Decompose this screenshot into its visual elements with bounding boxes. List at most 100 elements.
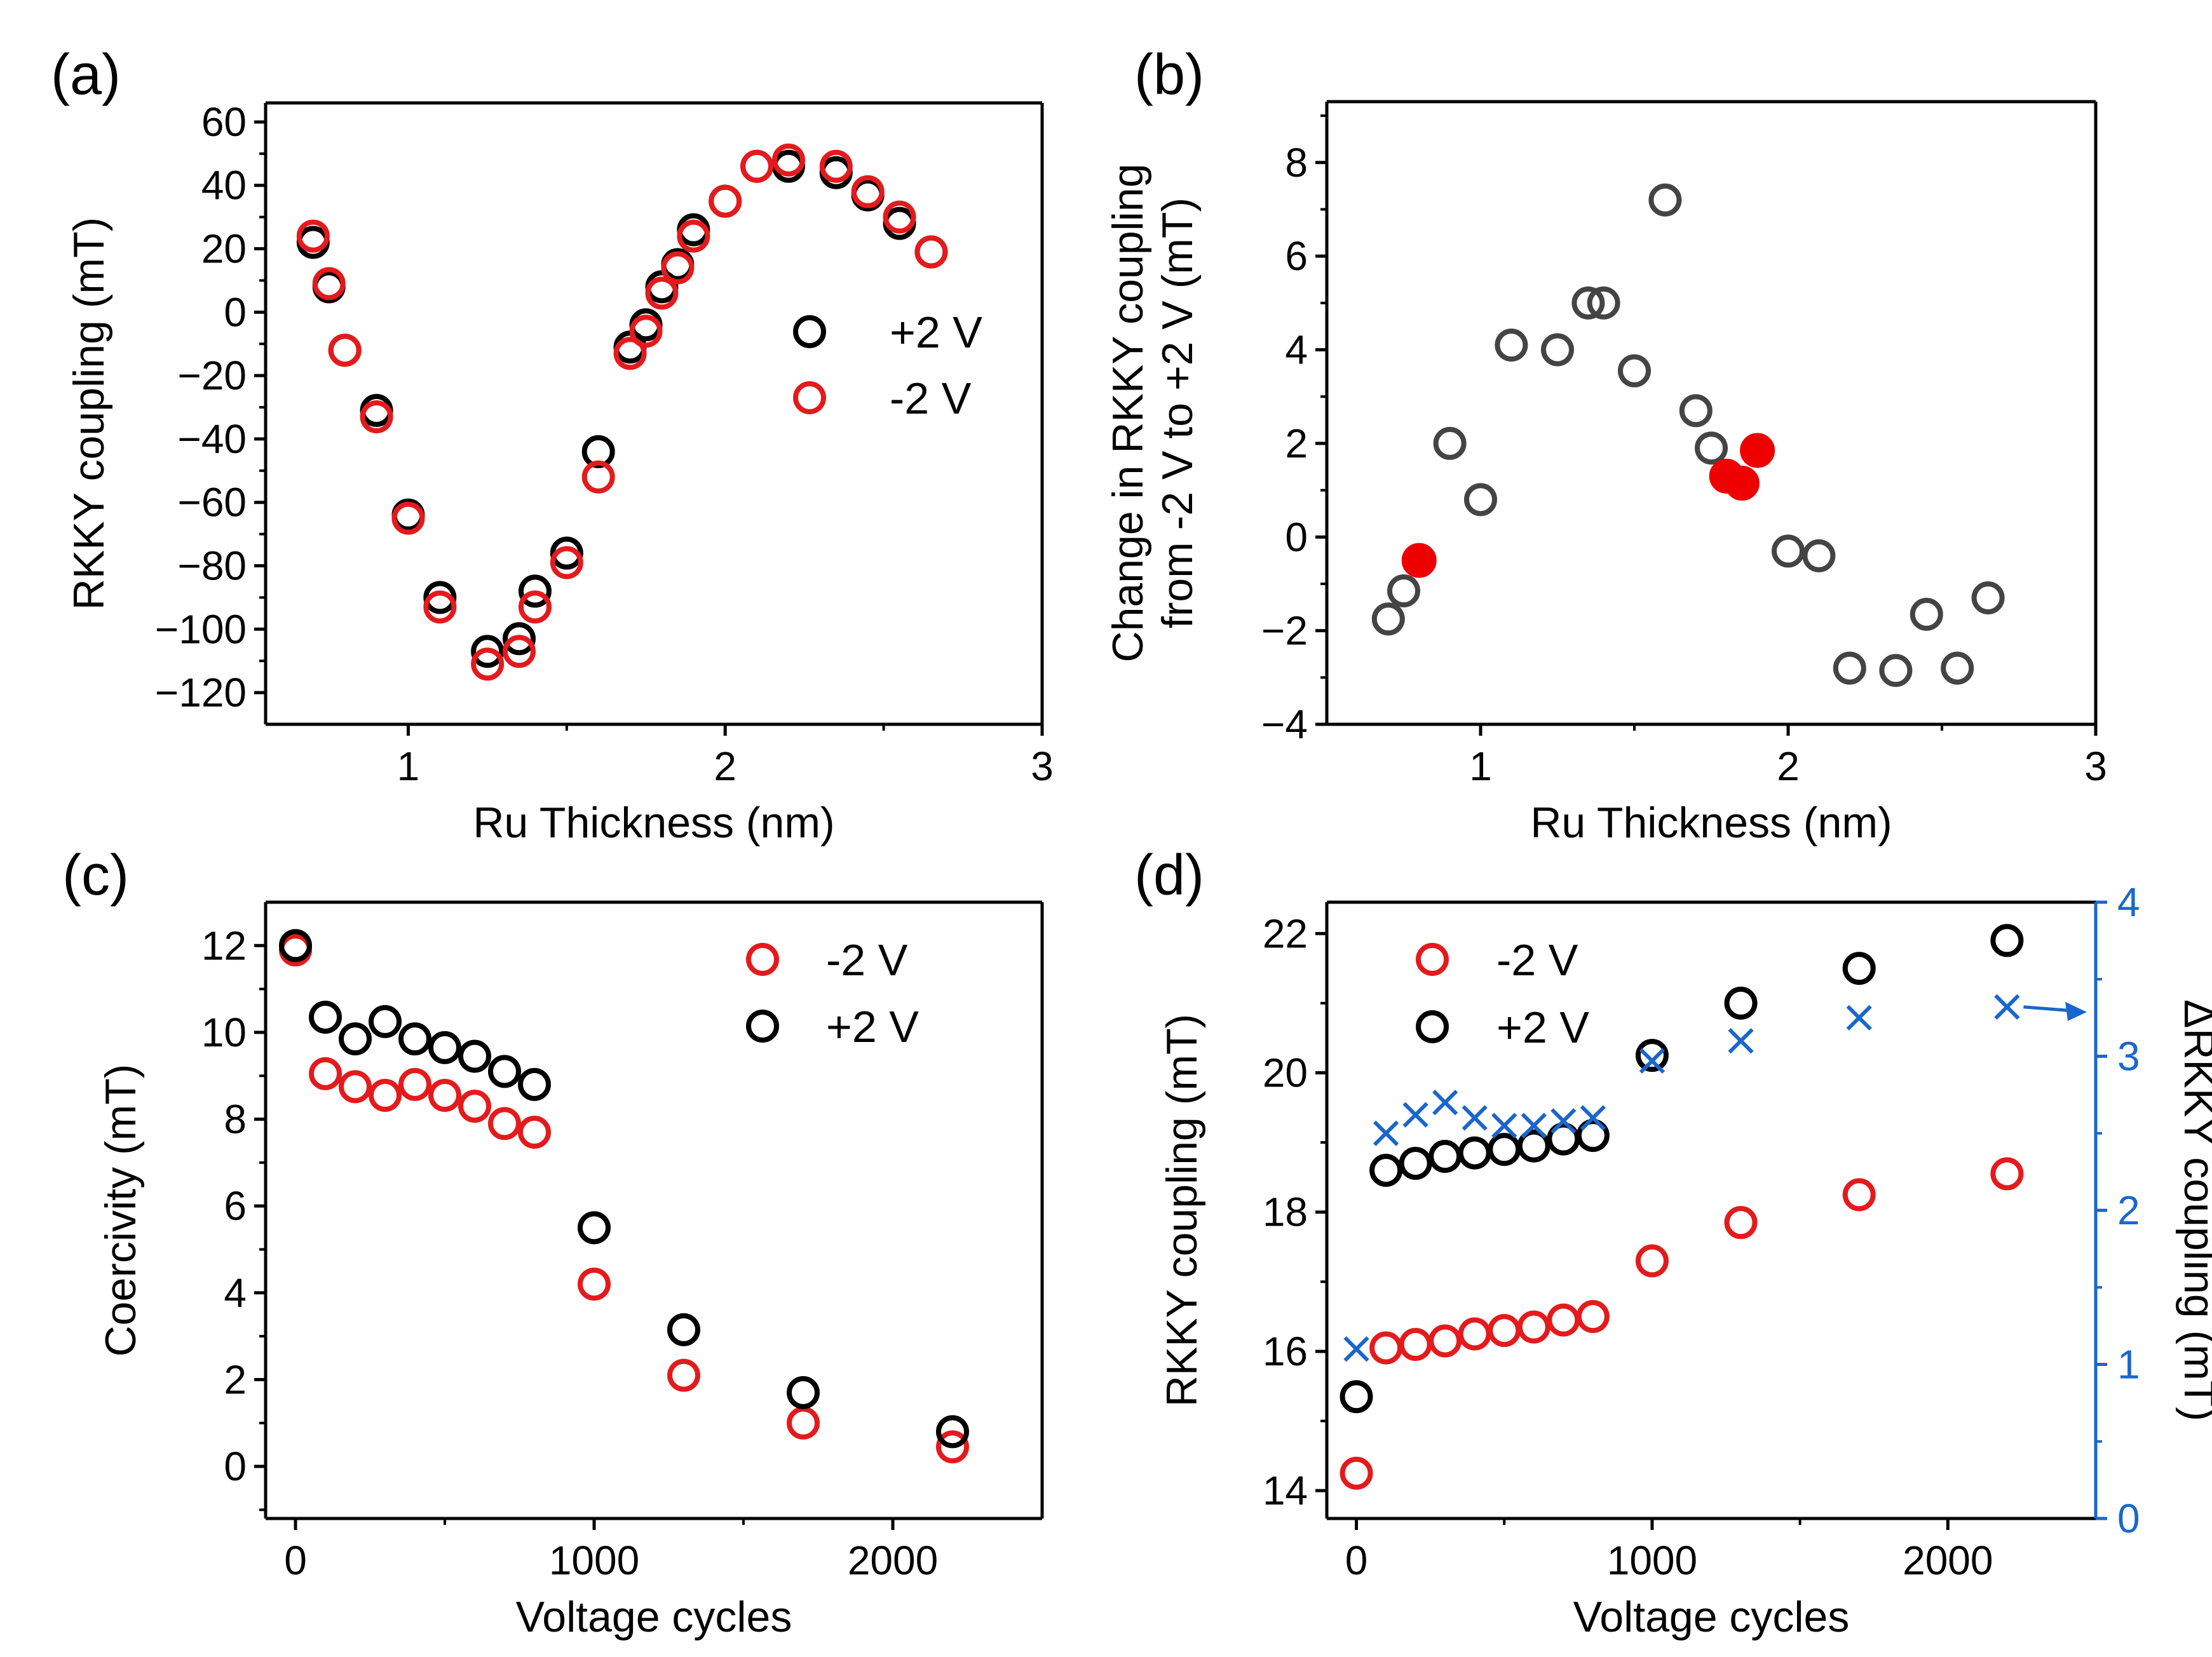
data-point <box>1369 1153 1403 1187</box>
data-point <box>1695 431 1728 465</box>
data-point <box>1428 1324 1462 1358</box>
y2-tick-label: 4 <box>2117 879 2140 925</box>
panel-label: (b) <box>1134 43 1204 107</box>
data-point-cross <box>1639 1048 1666 1074</box>
x-axis-label: Voltage cycles <box>516 1593 792 1641</box>
data-point <box>740 149 774 183</box>
data-point-cross <box>1521 1113 1547 1139</box>
x-axis-label: Ru Thickness (nm) <box>1530 799 1892 847</box>
x-tick-label: 3 <box>2084 743 2107 789</box>
data-point <box>309 1001 342 1034</box>
panel-label: (a) <box>51 43 121 107</box>
data-point-cross <box>1491 1113 1517 1139</box>
series-RKKY <box>1343 994 2020 1362</box>
data-point <box>328 334 362 367</box>
data-point <box>312 267 346 301</box>
legend-label: -2 V <box>890 374 972 423</box>
data-point <box>1724 1206 1758 1240</box>
legend: -2 V +2 V <box>1416 935 1589 1052</box>
y-tick-label: 14 <box>1263 1468 1308 1513</box>
y2-tick-label: 2 <box>2117 1187 2140 1233</box>
y2-axis-label: ΔRKKY coupling (mT) <box>2175 999 2212 1421</box>
y-tick-label: 20 <box>201 226 247 272</box>
data-point <box>369 1004 402 1038</box>
data-point <box>398 1067 431 1101</box>
y-tick-label: −80 <box>177 543 247 589</box>
x-tick-label: 1 <box>397 743 420 789</box>
arrow-head <box>2065 1001 2087 1021</box>
y2-tick-label: 0 <box>2117 1496 2140 1541</box>
data-point <box>458 1090 491 1123</box>
data-point-cross <box>1343 1336 1369 1362</box>
x-tick-label: 0 <box>1345 1538 1368 1583</box>
y-tick-label: 0 <box>224 289 247 335</box>
data-point <box>1740 433 1775 468</box>
data-point <box>1635 1244 1669 1278</box>
chart-panel-c: (c) 0 1000 2000 0 2 4 6 8 10 12 Voltage cycles Coerc… <box>62 844 1044 1641</box>
data-point <box>339 1070 372 1104</box>
y-tick-label: −100 <box>155 606 247 652</box>
data-point <box>279 929 312 963</box>
legend-marker <box>1416 1010 1449 1043</box>
y-tick-label: 8 <box>1285 140 1308 186</box>
data-point <box>613 337 647 370</box>
series--2V <box>1340 1157 2024 1490</box>
data-point <box>488 1055 521 1088</box>
data-point-cross <box>1994 994 2020 1020</box>
data-point <box>883 200 916 234</box>
y-axis-label: RKKY coupling (mT) <box>65 217 113 611</box>
y2-tick-label: 1 <box>2117 1342 2140 1388</box>
data-point <box>1941 651 1974 685</box>
data-point <box>1879 654 1913 687</box>
data-point <box>1371 602 1405 636</box>
series-+2V <box>279 929 969 1449</box>
y-axis-label-line2: from -2 V to +2 V (mT) <box>1153 198 1202 628</box>
data-point <box>488 1107 521 1140</box>
data-point <box>518 1116 551 1149</box>
data-point <box>1517 1310 1550 1344</box>
y-tick-label: 22 <box>1263 910 1308 956</box>
data-point-cross <box>1728 1028 1754 1054</box>
legend-marker <box>793 315 826 348</box>
data-point <box>581 460 615 494</box>
y-tick-label: 40 <box>201 163 247 208</box>
legend-label: +2 V <box>890 308 982 357</box>
data-point <box>578 1211 611 1245</box>
chart-panel-a: (a) 1 2 3 −120 −100 −80 −60 −40 −20 0 20 40 60 Ru Thic… <box>51 43 1054 847</box>
data-point <box>1971 581 2005 615</box>
y-tick-label: −4 <box>1261 701 1308 747</box>
data-point <box>936 1430 969 1464</box>
data-point-cross <box>1846 1004 1872 1031</box>
data-point <box>667 1313 700 1346</box>
series--2V <box>296 143 948 681</box>
y-tick-label: 6 <box>224 1183 247 1229</box>
data-point <box>1772 534 1805 568</box>
x-axis-label: Voltage cycles <box>1573 1593 1850 1641</box>
data-point <box>1571 286 1605 320</box>
y-axis-label: Coercivity (mT) <box>97 1064 145 1357</box>
data-point <box>1340 1380 1373 1414</box>
data-point <box>1648 183 1682 217</box>
y-tick-label: 4 <box>224 1270 247 1316</box>
legend-marker <box>793 381 826 414</box>
data-point <box>581 435 615 468</box>
y-tick-label: −2 <box>1261 608 1308 654</box>
data-point <box>914 235 948 269</box>
x-tick-label: 1 <box>1469 743 1492 789</box>
y-tick-label: 6 <box>1285 233 1308 279</box>
data-point <box>398 1022 431 1056</box>
y-tick-label: 20 <box>1263 1050 1308 1096</box>
y-axis-label: RKKY coupling (mT) <box>1158 1014 1206 1407</box>
panel-label: (c) <box>62 844 129 907</box>
data-point <box>550 546 583 579</box>
data-point <box>1842 952 1876 985</box>
data-point <box>339 1022 372 1056</box>
data-point <box>1433 426 1467 460</box>
data-point <box>645 276 679 310</box>
data-point <box>1495 328 1528 362</box>
data-point <box>1910 597 1943 631</box>
data-point <box>1576 1119 1610 1153</box>
data-point <box>423 590 457 624</box>
data-point <box>518 1067 551 1101</box>
y-tick-label: 60 <box>201 99 247 145</box>
